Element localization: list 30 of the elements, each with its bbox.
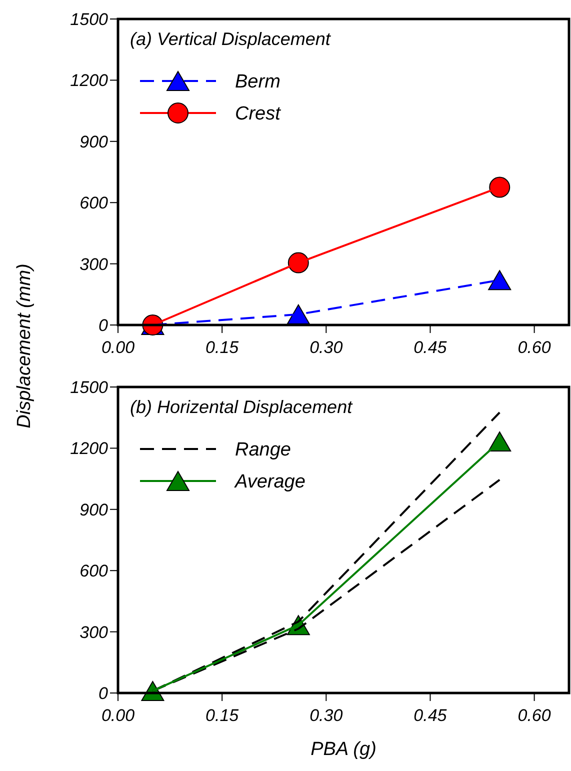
x-axis-title: PBA (g) [310, 739, 376, 760]
legend-label: Crest [235, 104, 282, 125]
text: (a) Vertical Displacement [130, 29, 332, 49]
x-tick-label: 0.45 [414, 706, 448, 725]
y-tick-label: 300 [80, 622, 109, 642]
y-tick-label: 600 [80, 562, 109, 581]
text: (b) Horizental Displacement [130, 397, 354, 417]
x-tick-label: 0.45 [414, 338, 448, 357]
x-tick-label: 0.00 [101, 338, 136, 357]
y-tick-label: 300 [80, 254, 109, 274]
y-tick-label: 1200 [70, 439, 109, 458]
y-tick-label: 900 [80, 132, 109, 152]
y-tick-label: 1200 [70, 71, 109, 90]
x-tick-label: 0.60 [518, 338, 552, 357]
legend-label: Berm [235, 72, 280, 93]
x-tick-label: 0.30 [310, 706, 344, 725]
y-tick-label: 600 [80, 194, 109, 213]
x-tick-label: 0.15 [206, 706, 240, 725]
y-tick-label: 0 [98, 684, 109, 703]
y-tick-label: 1500 [70, 378, 109, 397]
y-tick-label: 1500 [70, 10, 109, 29]
y-tick-label: 0 [98, 316, 109, 335]
y-axis-title: Displacement (mm) [14, 264, 35, 428]
legend-label: Average [234, 472, 306, 493]
x-tick-label: 0.30 [310, 338, 344, 357]
x-tick-label: 0.15 [206, 338, 240, 357]
y-tick-label: 900 [80, 500, 109, 520]
legend-label: Range [235, 440, 291, 461]
x-tick-label: 0.00 [101, 706, 136, 725]
x-tick-label: 0.60 [518, 706, 552, 725]
